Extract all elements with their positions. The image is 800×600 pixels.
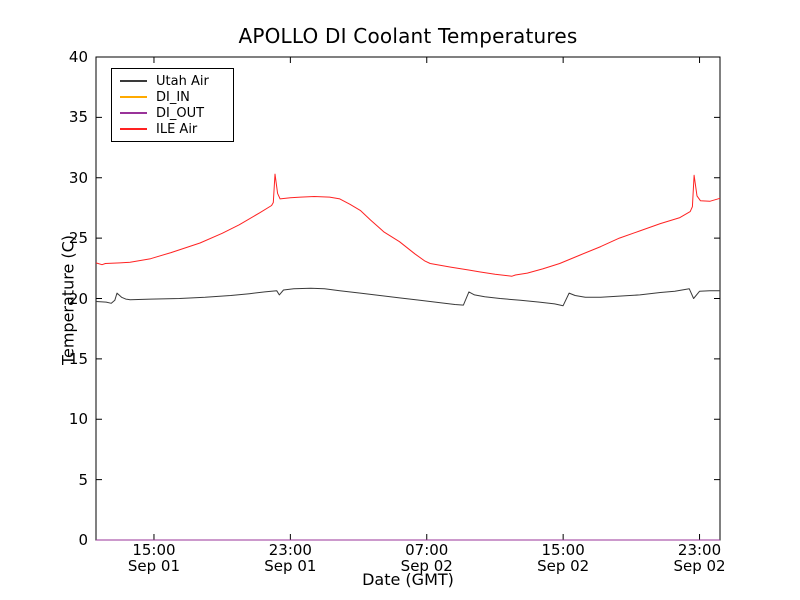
x-tick-label: 07:00 Sep 02 (385, 541, 469, 576)
x-tick-label: 23:00 Sep 02 (658, 541, 742, 576)
legend-line-sample (120, 112, 147, 114)
y-tick-label: 0 (78, 531, 88, 549)
x-tick-time: 23:00 (677, 541, 722, 559)
legend-label: DI_OUT (156, 105, 205, 121)
y-tick-label: 35 (68, 108, 88, 127)
x-tick-date: Sep 02 (400, 557, 453, 576)
legend-line-sample (120, 96, 147, 98)
series-line-ile-air (95, 173, 721, 277)
x-tick-date: Sep 02 (673, 557, 726, 576)
x-tick-time: 07:00 (405, 541, 449, 559)
y-tick-label: 25 (68, 229, 88, 248)
y-tick-label: 10 (68, 410, 88, 429)
chart-title: APOLLO DI Coolant Temperatures (238, 24, 578, 48)
y-tick-label: 15 (68, 349, 88, 368)
x-tick-date: Sep 02 (537, 557, 590, 576)
x-tick-time: 23:00 (268, 541, 312, 559)
x-tick-label: 15:00 Sep 02 (521, 541, 605, 576)
legend-label: DI_IN (156, 89, 190, 105)
x-tick-label: 23:00 Sep 01 (248, 541, 332, 576)
y-tick-label: 30 (68, 168, 88, 187)
legend-item-di-in: DI_IN (120, 90, 225, 105)
legend-label: Utah Air (156, 73, 209, 89)
y-tick-label: 40 (68, 48, 88, 66)
x-tick-date: Sep 01 (127, 557, 181, 576)
y-tick-label: 5 (78, 470, 88, 489)
legend-line-sample (120, 80, 147, 82)
series-line-utah-air (95, 287, 720, 307)
x-tick-time: 15:00 (132, 541, 176, 559)
x-axis-label: Date (GMT) (362, 570, 454, 589)
legend-line-sample (120, 128, 147, 130)
legend-box: Utah Air DI_IN DI_OUT ILE Air (111, 68, 234, 142)
y-tick-label: 20 (68, 289, 88, 308)
x-tick-time: 15:00 (541, 541, 585, 559)
legend-label: ILE Air (156, 121, 198, 137)
legend-item-ile-air: ILE Air (120, 122, 225, 137)
x-tick-label: 15:00 Sep 01 (112, 541, 196, 576)
legend-item-di-out: DI_OUT (120, 106, 225, 121)
legend-item-utah-air: Utah Air (120, 74, 225, 89)
legend-items: Utah Air DI_IN DI_OUT ILE Air (120, 73, 225, 137)
x-tick-date: Sep 01 (264, 557, 317, 576)
